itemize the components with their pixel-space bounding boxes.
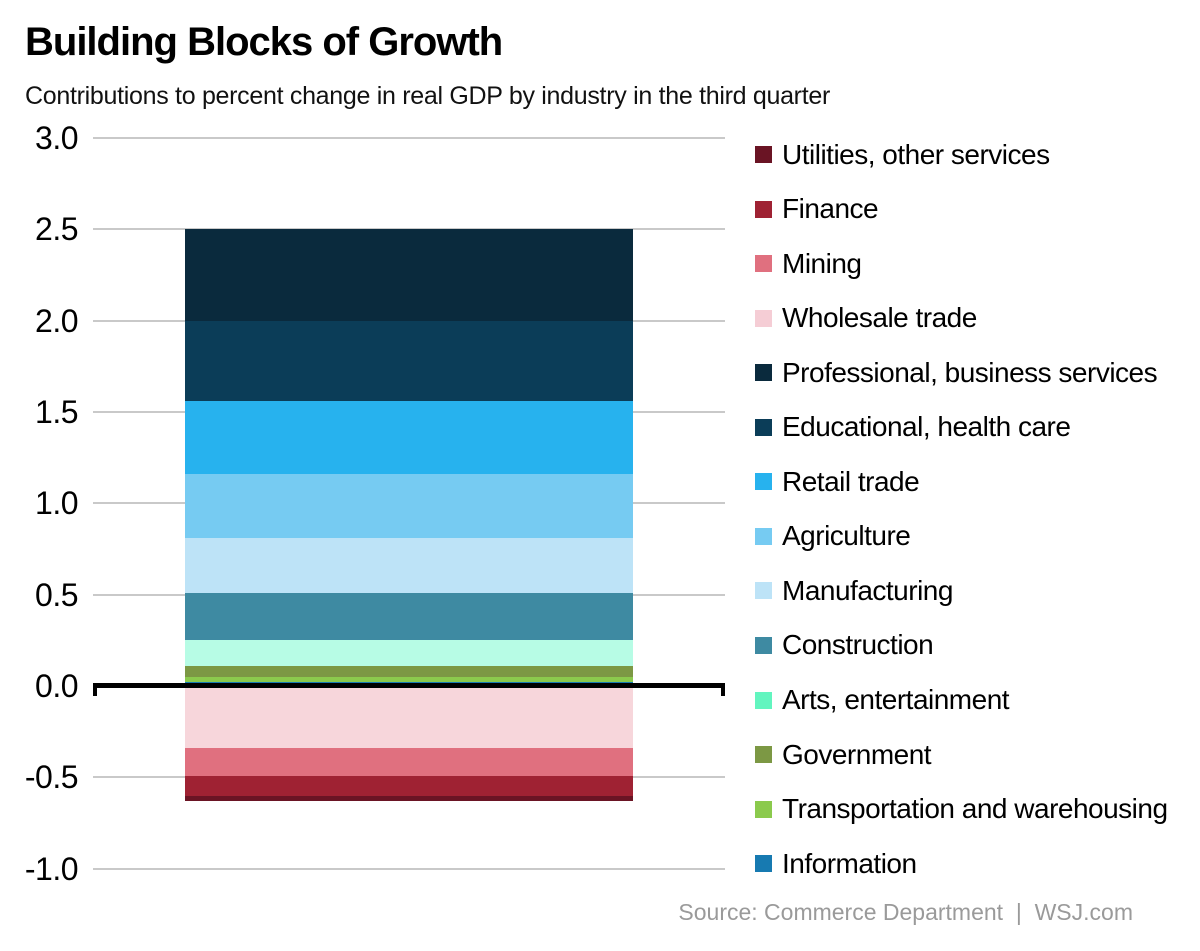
bar-segment-mining: [185, 748, 633, 776]
legend-item-mining: Mining: [755, 247, 862, 280]
legend-swatch-icon: [755, 146, 772, 163]
legend-label: Manufacturing: [782, 574, 953, 606]
legend-label: Wholesale trade: [782, 302, 977, 334]
legend-item-information: Information: [755, 848, 917, 880]
legend-label: Information: [782, 847, 917, 879]
source-note: Source: Commerce Department | WSJ.com: [678, 899, 1133, 925]
legend-label: Mining: [782, 247, 862, 279]
y-axis-tick-label: -1.0: [24, 850, 79, 887]
legend-item-professional-business-services: Professional, business services: [755, 356, 1158, 389]
bar-segment-retail-trade: [185, 400, 633, 475]
legend-label: Transportation and warehousing: [782, 793, 1168, 825]
bar-segment-construction: [185, 592, 633, 641]
legend-item-government: Government: [755, 738, 932, 771]
bar-segment-professional-business-services: [185, 229, 633, 321]
legend-label: Arts, entertainment: [782, 684, 1010, 715]
y-axis-tick-label: 2.5: [35, 211, 78, 248]
legend-swatch-icon: [755, 418, 772, 436]
chart-subtitle: Contributions to percent change in real …: [25, 82, 830, 110]
legend-item-manufacturing: Manufacturing: [755, 575, 953, 607]
legend-swatch-icon: [755, 473, 772, 491]
legend-swatch-icon: [755, 636, 772, 654]
legend-swatch-icon: [755, 691, 772, 709]
legend-item-construction: Construction: [755, 629, 934, 661]
bar-segment-finance: [185, 775, 633, 796]
legend-swatch-icon: [755, 255, 772, 273]
legend-item-arts-entertainment: Arts, entertainment: [755, 684, 1010, 716]
legend-item-finance: Finance: [755, 193, 879, 225]
legend-swatch-icon: [755, 309, 772, 327]
legend-label: Retail trade: [782, 465, 920, 497]
y-axis-tick-label: 0.0: [35, 668, 78, 704]
y-axis-tick-label: 2.0: [35, 302, 78, 339]
chart-title: Building Blocks of Growth: [25, 20, 503, 64]
bar-segment-arts-entertainment: [185, 640, 633, 666]
y-axis-tick-label: -0.5: [24, 759, 79, 796]
legend-label: Finance: [782, 193, 879, 225]
legend-swatch-icon: [755, 855, 772, 873]
legend-swatch-icon: [755, 800, 772, 818]
legend-item-retail-trade: Retail trade: [755, 465, 920, 498]
y-axis-tick-label: 1.0: [35, 485, 78, 522]
bar-segment-wholesale-trade: [185, 686, 633, 749]
legend-label: Construction: [782, 629, 934, 661]
legend-label: Government: [782, 738, 932, 770]
bar-segment-transportation-and-warehousing: [185, 676, 633, 683]
gridline--1.0: [93, 867, 725, 870]
legend-label: Agriculture: [782, 520, 911, 552]
legend-item-utilities-other-services: Utilities, other services: [755, 139, 1050, 171]
bar-segment-agriculture: [185, 474, 633, 538]
zero-baseline: [93, 683, 725, 696]
legend-label: Utilities, other services: [782, 138, 1050, 170]
y-axis-tick-label: 0.5: [35, 576, 78, 613]
legend-swatch-icon: [755, 200, 772, 218]
bar-segment-utilities-other-services: [185, 795, 633, 802]
legend-item-agriculture: Agriculture: [755, 520, 911, 552]
bar-segment-government: [185, 665, 633, 677]
legend-swatch-icon: [755, 582, 772, 600]
legend-label: Educational, health care: [782, 411, 1071, 443]
y-axis-tick-label: 3.0: [35, 119, 78, 156]
legend-label: Professional, business services: [782, 356, 1158, 388]
legend-swatch-icon: [755, 364, 772, 382]
gridline-3.0: [93, 136, 725, 139]
legend-swatch-icon: [755, 527, 772, 545]
legend-item-transportation-and-warehousing: Transportation and warehousing: [755, 793, 1168, 825]
legend-item-wholesale-trade: Wholesale trade: [755, 302, 977, 334]
bar-segment-manufacturing: [185, 538, 633, 593]
legend-swatch-icon: [755, 746, 772, 764]
y-axis-tick-label: 1.5: [35, 393, 78, 430]
legend-item-educational-health-care: Educational, health care: [755, 411, 1071, 443]
bar-segment-educational-health-care: [185, 320, 633, 401]
